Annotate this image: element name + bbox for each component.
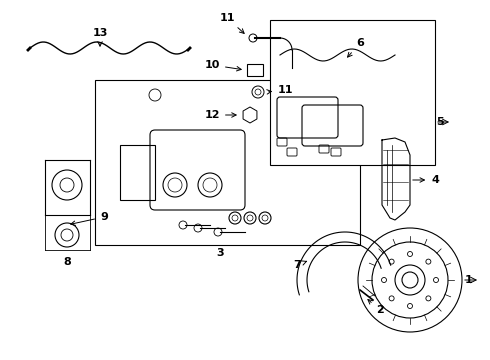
Text: 6: 6 bbox=[347, 38, 364, 57]
Text: 2: 2 bbox=[368, 300, 384, 315]
Text: 11: 11 bbox=[267, 85, 294, 95]
Text: 9: 9 bbox=[71, 212, 108, 225]
Bar bbox=[270, 20, 435, 165]
Text: 4: 4 bbox=[413, 175, 439, 185]
Text: 1: 1 bbox=[465, 275, 473, 285]
Text: 8: 8 bbox=[63, 257, 71, 267]
Text: 11: 11 bbox=[220, 13, 244, 33]
Text: 3: 3 bbox=[216, 248, 224, 258]
Bar bbox=[247, 64, 263, 76]
Bar bbox=[95, 80, 360, 245]
Text: 12: 12 bbox=[204, 110, 236, 120]
Text: 7: 7 bbox=[293, 260, 307, 270]
Bar bbox=[120, 145, 155, 200]
Text: 10: 10 bbox=[205, 60, 241, 71]
Text: 5: 5 bbox=[436, 117, 443, 127]
Text: 13: 13 bbox=[92, 28, 108, 46]
